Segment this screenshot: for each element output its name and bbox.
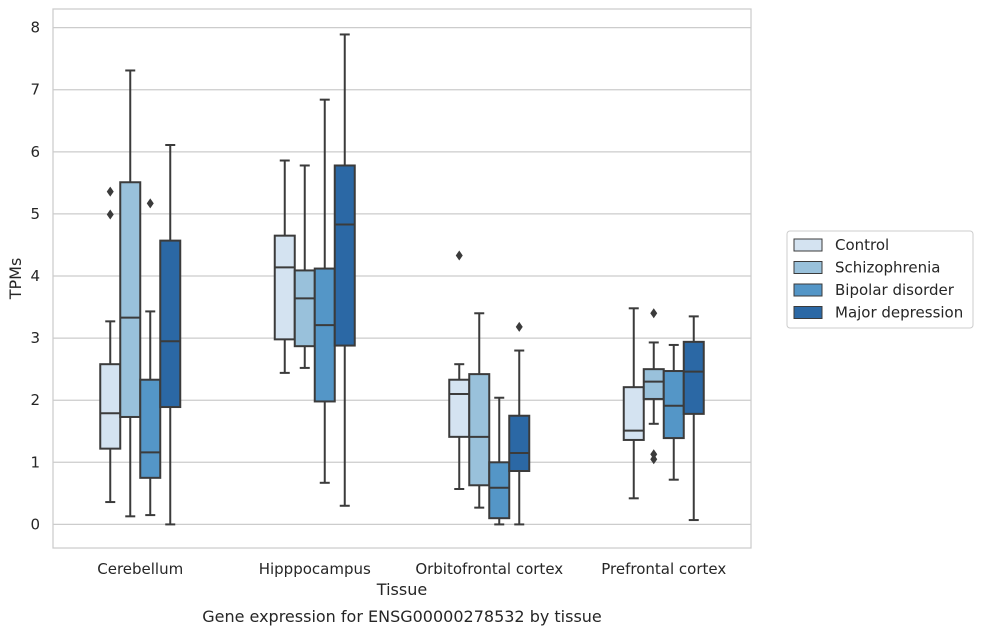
legend-swatch-0 (793, 238, 823, 252)
x-tick-label-3: Prefrontal cortex (601, 560, 726, 578)
series-3 (159, 33, 705, 526)
box-3-2 (508, 321, 531, 526)
box-0-2 (448, 250, 471, 491)
legend-frame (786, 230, 974, 329)
legend-label-3: Major depression (835, 304, 963, 322)
box-3-3 (682, 315, 705, 522)
box-2-2 (488, 396, 511, 526)
box-3-0 (159, 143, 182, 526)
y-tick-label-8: 8 (30, 19, 40, 37)
legend-swatch-1 (793, 261, 823, 274)
boxes (99, 33, 705, 526)
outlier-point-1 (106, 186, 114, 197)
box-1-2 (468, 312, 491, 509)
box-2-0 (139, 198, 162, 517)
y-tick-label-5: 5 (30, 205, 40, 223)
y-tick-label-2: 2 (30, 391, 40, 409)
box-body (488, 461, 511, 520)
legend-label-0: Control (835, 236, 889, 254)
outlier-point-0 (106, 209, 114, 220)
box-1-0 (119, 69, 142, 518)
box-body (508, 414, 531, 472)
series-1 (119, 69, 665, 518)
box-body (448, 378, 471, 438)
box-body (682, 340, 705, 415)
box-body (99, 363, 122, 450)
box-body (119, 181, 142, 418)
y-tick-label-6: 6 (30, 143, 40, 161)
outlier-point-1 (650, 449, 658, 460)
y-axis-title: TPMs (6, 258, 25, 301)
x-tick-label-2: Orbitofrontal cortex (415, 560, 563, 578)
outlier-point-0 (515, 321, 523, 332)
y-tick-label-0: 0 (30, 515, 40, 533)
outlier-point-0 (455, 250, 463, 261)
box-body (662, 370, 685, 440)
box-body (622, 386, 645, 441)
y-tick-label-3: 3 (30, 329, 40, 347)
box-2-1 (313, 98, 336, 484)
y-tick-label-1: 1 (30, 453, 40, 471)
chart-caption: Gene expression for ENSG00000278532 by t… (202, 607, 602, 626)
box-0-3 (622, 307, 645, 500)
y-tick-label-7: 7 (30, 81, 40, 99)
series-2 (139, 98, 685, 526)
legend-swatch-2 (793, 283, 823, 297)
y-tick-label-4: 4 (30, 267, 40, 285)
box-body (333, 164, 356, 347)
legend: Control Schizophrenia Bipolar disorder Majo… (786, 230, 974, 329)
x-tick-label-1: Hipppocampus (259, 560, 371, 578)
box-body (293, 269, 316, 348)
x-tick-label-0: Cerebellum (97, 560, 183, 578)
x-tick-labels: Cerebellum Hipppocampus Orbitofrontal cort… (97, 560, 726, 578)
legend-swatch-3 (793, 306, 823, 319)
plot-frame (52, 8, 752, 549)
box-body (468, 373, 491, 487)
box-body (159, 239, 182, 409)
box-body (139, 378, 162, 479)
box-body (642, 368, 665, 400)
legend-label-1: Schizophrenia (835, 259, 940, 277)
outlier-point-0 (146, 198, 154, 209)
outlier-point-2 (650, 308, 658, 319)
box-2-3 (662, 343, 685, 481)
box-3-1 (333, 33, 356, 507)
y-tick-labels: 0 1 2 3 4 5 6 7 8 (30, 19, 40, 534)
box-body (313, 267, 336, 403)
legend-label-2: Bipolar disorder (835, 281, 955, 299)
series-0 (99, 159, 645, 504)
box-body (273, 234, 296, 341)
x-axis-title: Tissue (376, 580, 427, 599)
